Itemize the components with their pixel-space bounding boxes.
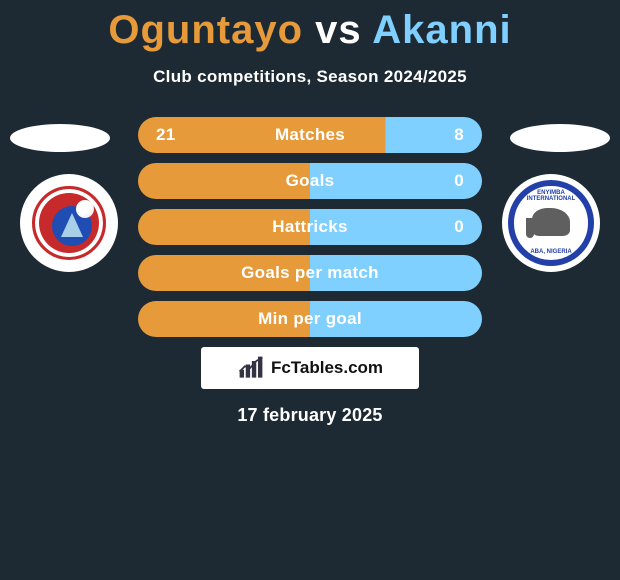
stat-row: Min per goal xyxy=(138,301,482,337)
stat-label: Goals per match xyxy=(138,263,482,283)
player1-photo-placeholder xyxy=(10,124,110,152)
stat-row: Goals0 xyxy=(138,163,482,199)
badge-right-bottom-text: ABA, NIGERIA xyxy=(514,249,588,255)
badge-left-ring xyxy=(32,186,106,260)
elephant-icon xyxy=(532,208,570,236)
stat-label: Matches xyxy=(138,125,482,145)
stat-label: Goals xyxy=(138,171,482,191)
vs-separator: vs xyxy=(315,8,362,52)
bar-chart-icon xyxy=(237,355,265,381)
watermark-text: FcTables.com xyxy=(271,358,383,378)
stat-row: Goals per match xyxy=(138,255,482,291)
page-title: Oguntayo vs Akanni xyxy=(0,0,620,53)
stat-label: Min per goal xyxy=(138,309,482,329)
club-badge-right: ENYIMBA INTERNATIONAL ABA, NIGERIA xyxy=(502,174,600,272)
watermark: FcTables.com xyxy=(201,347,419,389)
badge-right-top-text: ENYIMBA INTERNATIONAL xyxy=(514,190,588,202)
player1-name: Oguntayo xyxy=(108,8,303,52)
stat-row: Hattricks0 xyxy=(138,209,482,245)
badge-right-ring: ENYIMBA INTERNATIONAL ABA, NIGERIA xyxy=(508,180,594,266)
player2-photo-placeholder xyxy=(510,124,610,152)
stat-right-value: 8 xyxy=(454,125,464,145)
stat-row: 21Matches8 xyxy=(138,117,482,153)
date-text: 17 february 2025 xyxy=(0,405,620,426)
stat-right-value: 0 xyxy=(454,217,464,237)
stat-label: Hattricks xyxy=(138,217,482,237)
stat-right-value: 0 xyxy=(454,171,464,191)
player2-name: Akanni xyxy=(372,8,511,52)
badge-left-ball-icon xyxy=(76,200,94,218)
subtitle: Club competitions, Season 2024/2025 xyxy=(0,67,620,87)
club-badge-left xyxy=(20,174,118,272)
